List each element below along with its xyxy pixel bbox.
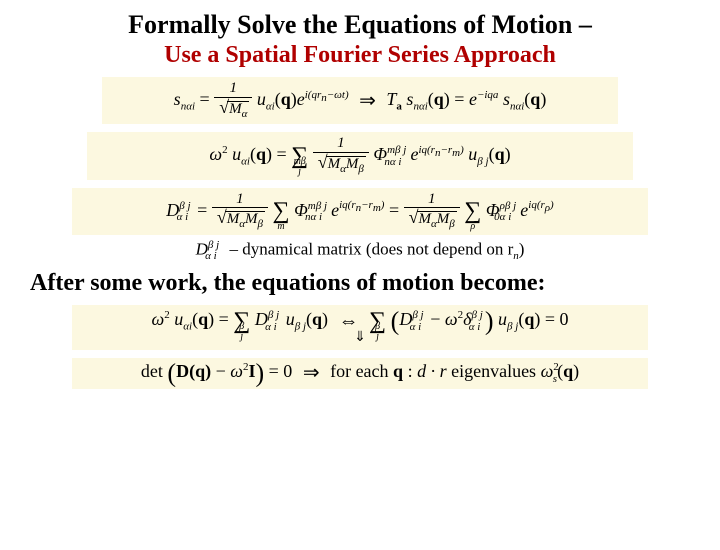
equals-sign-8: = 0: [269, 361, 293, 381]
eq1-s3: s: [503, 89, 510, 109]
eq2-content: ω2 uαi(q) = ∑mβ j 1 MαMβ Φmβ jnα i eiq(r…: [209, 136, 510, 175]
eq3-content: Dβ jα i = 1 MαMβ ∑m Φmβ jnα i eiq(rn−rm)…: [166, 192, 553, 231]
sum-icon-4: ∑β j: [233, 309, 250, 333]
eq1-T: T: [386, 89, 396, 109]
eq1-e1: e: [297, 89, 305, 109]
eq5-Dq: D(q): [176, 361, 211, 381]
eq3-frac1: 1 MαMβ: [212, 192, 268, 231]
eq2-exp: iq(rn−rm): [418, 144, 463, 156]
sum-icon-2: ∑m: [272, 199, 289, 223]
eq1-frac-num: 1: [214, 81, 252, 98]
sum-icon-3: ∑ρ: [464, 199, 481, 223]
eq5-eigen: eigenvalues: [451, 361, 540, 381]
eq1-u-sub: αi: [266, 100, 275, 112]
eq1-content: snαi = 1 Mα uαi(q)ei(qrn−ωt) ⇒ Ta snαi(q…: [174, 81, 547, 120]
eq1-s-sub: nαi: [181, 100, 195, 112]
eq1-frac-den: Mα: [214, 98, 252, 121]
equation-box-5: det (D(q) − ω2I) = 0 ⇒ for each q : d · …: [72, 358, 648, 389]
eq2-u2: u: [468, 144, 477, 164]
eq1-exp2: −iqa: [477, 89, 498, 101]
equals-sign-2: =: [454, 89, 464, 109]
eq3-frac2: 1 MαMβ: [404, 192, 460, 231]
eq1-s: s: [174, 89, 181, 109]
slide-title: Formally Solve the Equations of Motion –: [0, 10, 720, 40]
eq1-s3-sub: nαi: [510, 100, 524, 112]
equation-box-2: ω2 uαi(q) = ∑mβ j 1 MαMβ Φmβ jnα i eiq(r…: [87, 132, 633, 179]
equation-box-4: ω2 uαi(q) = ∑β j Dβ jα i uβ j(q) ⇔ ∑β j …: [72, 305, 648, 350]
equals-sign-4: =: [197, 199, 207, 219]
eq5-foreach: for each: [330, 361, 393, 381]
eq2-omega: ω: [209, 144, 222, 164]
equals-sign-5: =: [389, 199, 399, 219]
equals-sign-7: = 0: [545, 309, 569, 329]
eq5-dr: d · r: [417, 361, 447, 381]
eq1-exp1: i(qrn−ωt): [305, 89, 349, 101]
eq1-M-sub: α: [242, 108, 248, 120]
implies-arrow-icon: ⇒: [353, 90, 382, 112]
afterwork-text: After some work, the equations of motion…: [30, 270, 690, 297]
eq1-s2-sub: nαi: [413, 100, 427, 112]
sum-icon-5: ∑β j: [369, 309, 386, 333]
eq1-q: q: [281, 89, 291, 109]
eq1-e2: e: [469, 89, 477, 109]
slide-subtitle: Use a Spatial Fourier Series Approach: [0, 42, 720, 69]
eq2-frac: 1 MαMβ: [313, 136, 369, 175]
dynamical-matrix-note: Dβ jα i – dynamical matrix (does not dep…: [0, 239, 720, 262]
sum-icon: ∑mβ j: [291, 144, 308, 168]
equation-box-3: Dβ jα i = 1 MαMβ ∑m Φmβ jnα i eiq(rn−rm)…: [72, 188, 648, 235]
equals-sign-6: =: [219, 309, 229, 329]
eq2-u: u: [232, 144, 241, 164]
eq5-det: det: [141, 361, 163, 381]
eq5-content: det (D(q) − ω2I) = 0 ⇒ for each q : d · …: [141, 362, 579, 385]
eq5-omega-s: ω: [541, 361, 554, 381]
eq1-T-sub: a: [396, 100, 402, 112]
eq1-M: M: [229, 101, 242, 117]
equals-sign-3: =: [276, 144, 286, 164]
eq2-u-sub: αi: [241, 156, 250, 168]
implies-arrow-icon-2: ⇒: [297, 362, 326, 384]
equals-sign: =: [200, 89, 210, 109]
equation-box-1: snαi = 1 Mα uαi(q)ei(qrn−ωt) ⇒ Ta snαi(q…: [102, 77, 618, 124]
eq1-frac: 1 Mα: [214, 81, 252, 120]
eq1-u: u: [257, 89, 266, 109]
close-paren-icon: ): [485, 306, 494, 335]
